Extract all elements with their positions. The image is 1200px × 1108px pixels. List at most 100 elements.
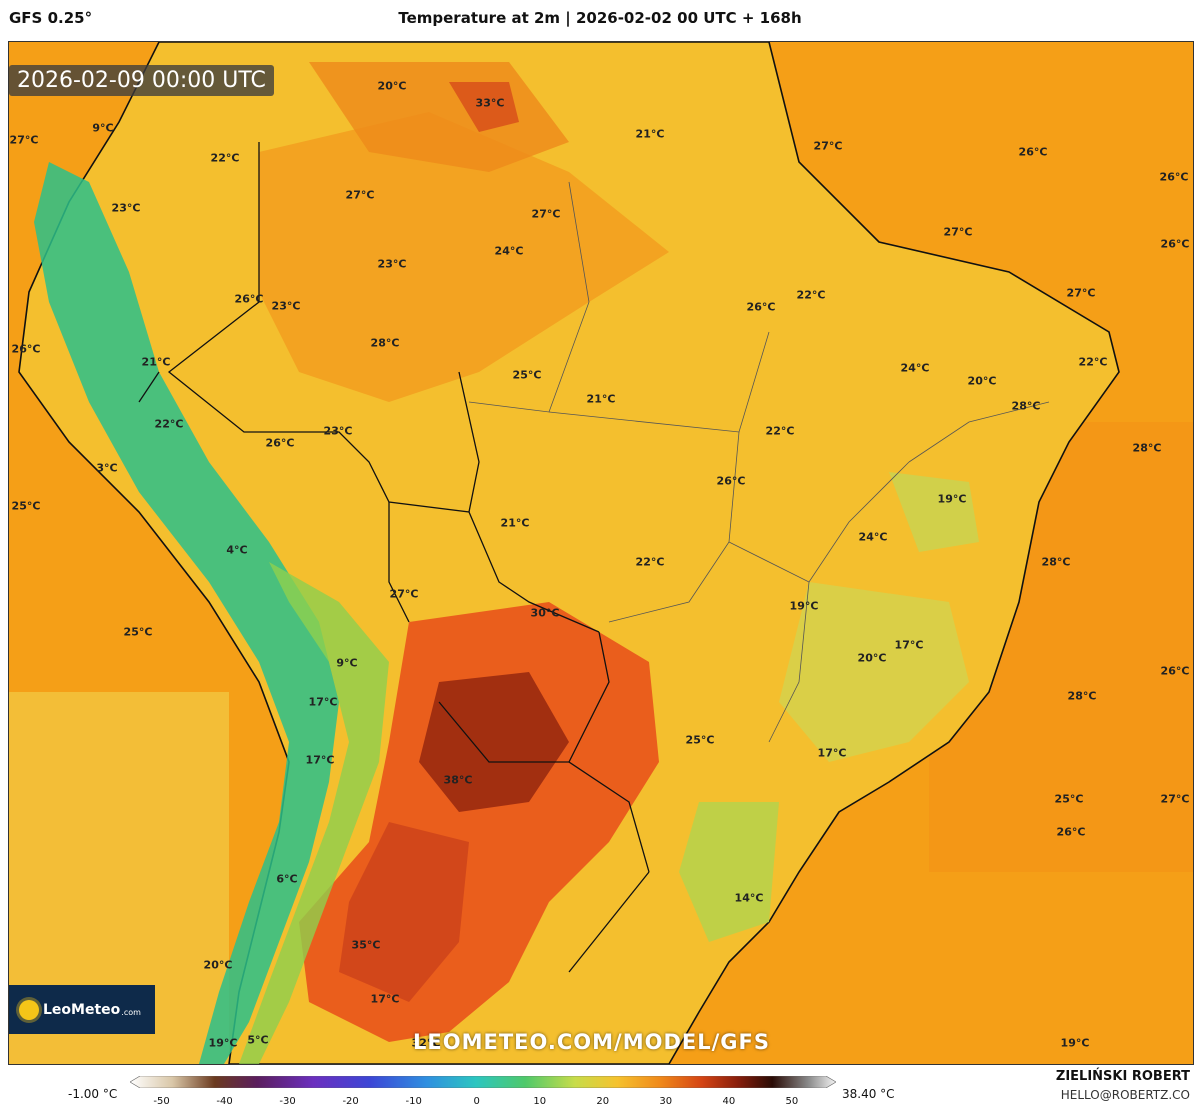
- logo-suffix: .com: [121, 1007, 141, 1017]
- leometeo-logo[interactable]: LeoMeteo .com: [9, 985, 155, 1034]
- temperature-label: 27°C: [943, 225, 973, 239]
- temperature-label: 3°C: [96, 461, 118, 475]
- temperature-label: 6°C: [276, 872, 298, 886]
- temperature-label: 26°C: [1056, 825, 1086, 839]
- temperature-label: 22°C: [154, 417, 184, 431]
- temperature-label: 22°C: [796, 288, 826, 302]
- temperature-label: 17°C: [894, 638, 924, 652]
- scale-tick-label: -40: [216, 1096, 233, 1107]
- scale-tick-label: 10: [533, 1096, 547, 1107]
- temperature-label: 24°C: [900, 361, 930, 375]
- temperature-label: 25°C: [11, 499, 41, 513]
- temperature-label: 30°C: [530, 606, 560, 620]
- temperature-label: 5°C: [247, 1033, 269, 1047]
- scale-tick-label: -10: [405, 1096, 422, 1107]
- temperature-label: 21°C: [500, 516, 530, 530]
- scale-tick-label: 50: [785, 1096, 799, 1107]
- temperature-label: 26°C: [11, 342, 41, 356]
- temperature-label: 21°C: [635, 127, 665, 141]
- hot-zone-guiana: [449, 82, 519, 132]
- temperature-label: 22°C: [765, 424, 795, 438]
- temperature-label: 27°C: [9, 133, 39, 147]
- temperature-label: 26°C: [1160, 237, 1190, 251]
- very-hot-core: [419, 672, 569, 812]
- temperature-label: 24°C: [858, 530, 888, 544]
- hot-zone-argentina: [339, 822, 469, 1002]
- temperature-label: 23°C: [111, 201, 141, 215]
- temperature-scale: -1.00 °C -: [0, 1068, 1200, 1108]
- temperature-label: 32°C: [411, 1036, 441, 1050]
- map-title: Temperature at 2m | 2026-02-02 00 UTC + …: [398, 9, 802, 27]
- scale-color-bar: [130, 1076, 836, 1088]
- author-name: ZIELIŃSKI ROBERT: [1055, 1069, 1190, 1084]
- temperature-label: 17°C: [308, 695, 338, 709]
- temperature-label: 26°C: [265, 436, 295, 450]
- temperature-label: 27°C: [531, 207, 561, 221]
- temperature-label: 27°C: [389, 587, 419, 601]
- temperature-label: 20°C: [203, 958, 233, 972]
- andes-foothills: [239, 562, 389, 1064]
- temperature-label: 22°C: [210, 151, 240, 165]
- valid-time-badge: 2026-02-09 00:00 UTC: [9, 65, 274, 96]
- temperature-label: 26°C: [1018, 145, 1048, 159]
- model-name: GFS 0.25°: [9, 9, 93, 27]
- temperature-label: 19°C: [208, 1036, 238, 1050]
- author-email[interactable]: HELLO@ROBERTZ.CO: [1060, 1088, 1190, 1102]
- temperature-label: 22°C: [1078, 355, 1108, 369]
- sun-icon: [19, 999, 39, 1020]
- temperature-label: 26°C: [746, 300, 776, 314]
- temperature-label: 25°C: [685, 733, 715, 747]
- temperature-label: 28°C: [370, 336, 400, 350]
- temperature-label: 28°C: [1011, 399, 1041, 413]
- temperature-label: 14°C: [734, 891, 764, 905]
- scale-tick-label: 40: [722, 1096, 736, 1107]
- scale-tick-label: 30: [659, 1096, 673, 1107]
- temperature-label: 26°C: [1160, 664, 1190, 678]
- temperature-label: 23°C: [377, 257, 407, 271]
- temperature-label: 27°C: [813, 139, 843, 153]
- temperature-label: 28°C: [1041, 555, 1071, 569]
- temperature-label: 33°C: [475, 96, 505, 110]
- temperature-label: 21°C: [141, 355, 171, 369]
- temperature-label: 26°C: [234, 292, 264, 306]
- andes-cold-belt: [34, 162, 339, 1064]
- model-url-watermark[interactable]: LEOMETEO.COM/MODEL/GFS: [413, 1030, 770, 1054]
- temperature-label: 28°C: [1067, 689, 1097, 703]
- state-borders: [468, 181, 1050, 743]
- temperature-label: 24°C: [494, 244, 524, 258]
- temperature-label: 20°C: [377, 79, 407, 93]
- temperature-label: 26°C: [716, 474, 746, 488]
- temperature-label: 23°C: [271, 299, 301, 313]
- temperature-label: 9°C: [92, 121, 114, 135]
- temperature-label: 19°C: [789, 599, 819, 613]
- temperature-label: 27°C: [1066, 286, 1096, 300]
- cool-zone-bahia: [889, 472, 979, 552]
- temperature-label: 25°C: [1054, 792, 1084, 806]
- temperature-label: 4°C: [226, 543, 248, 557]
- temperature-label: 19°C: [937, 492, 967, 506]
- temperature-label: 17°C: [817, 746, 847, 760]
- temperature-label: 38°C: [443, 773, 473, 787]
- temperature-label: 35°C: [351, 938, 381, 952]
- map-graphic: [9, 42, 1193, 1064]
- temperature-map[interactable]: 20°C 33°C 27°C 9°C 21°C 27°C 26°C 26°C 22°C 27°C 2…: [8, 41, 1194, 1065]
- temperature-label: 20°C: [967, 374, 997, 388]
- scale-tick-label: -20: [342, 1096, 359, 1107]
- temperature-label: 25°C: [123, 625, 153, 639]
- scale-min-label: -1.00 °C: [68, 1087, 118, 1101]
- temperature-label: 28°C: [1132, 441, 1162, 455]
- temperature-label: 22°C: [635, 555, 665, 569]
- scale-tick-label: 0: [473, 1096, 480, 1107]
- country-borders: [138, 142, 650, 973]
- hot-zone-amazon: [259, 112, 669, 402]
- temperature-label: 27°C: [1160, 792, 1190, 806]
- cool-zone-minas: [779, 582, 969, 762]
- scale-tick-label: -30: [279, 1096, 296, 1107]
- temperature-label: 9°C: [336, 656, 358, 670]
- temperature-label: 25°C: [512, 368, 542, 382]
- cool-zone-south: [679, 802, 779, 942]
- temperature-label: 19°C: [1060, 1036, 1090, 1050]
- scale-max-label: 38.40 °C: [842, 1087, 895, 1101]
- temperature-label: 27°C: [345, 188, 375, 202]
- scale-tick-label: 20: [596, 1096, 610, 1107]
